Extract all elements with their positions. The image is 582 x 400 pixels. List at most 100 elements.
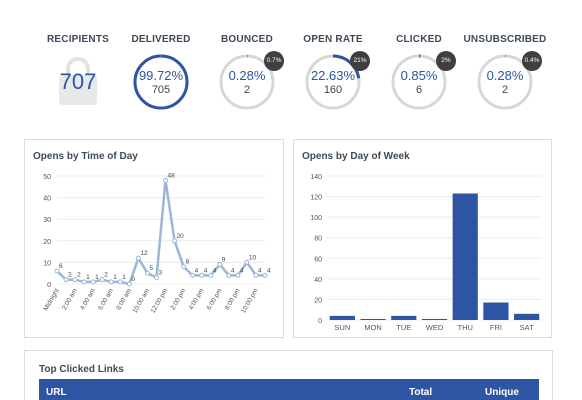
ring-fill	[477, 54, 533, 110]
x-tick-label: 6:00 pm	[206, 288, 224, 312]
x-tick-label: 2:00 am	[61, 288, 79, 312]
data-point	[99, 277, 105, 283]
data-point	[253, 272, 259, 278]
data-label: 4	[195, 267, 199, 274]
ring-count: 6	[415, 83, 423, 96]
progress-ring	[391, 54, 447, 110]
column-header-url[interactable]: URL	[46, 387, 67, 398]
data-label: 4	[213, 267, 217, 274]
data-point	[181, 264, 187, 270]
x-tick-label: 10:00 pm	[240, 288, 260, 315]
ring-count: 160	[323, 83, 343, 96]
y-tick-label: 100	[310, 215, 322, 222]
stat-delivered: DELIVERED 99.72% 705	[111, 34, 211, 111]
ring-percent: 0.85%	[400, 67, 438, 83]
x-tick-label: 6:00 am	[97, 288, 115, 312]
open-rate-ring: 22.63% 160 21%	[304, 51, 370, 111]
bounced-ring: 0.28% 2 0.7%	[218, 51, 284, 111]
x-tick-label: SUN	[334, 323, 350, 332]
data-label: 3	[158, 270, 162, 277]
lock-icon	[59, 57, 97, 105]
bar	[391, 315, 417, 320]
data-point	[72, 277, 78, 283]
data-label: 4	[267, 267, 271, 274]
unsubscribed-ring: 0.28% 2 0.4%	[476, 51, 542, 111]
ring-count: 705	[151, 83, 171, 96]
y-tick-label: 60	[314, 256, 322, 263]
x-tick-label: 10:00 am	[132, 288, 152, 315]
progress-ring	[477, 54, 533, 110]
x-tick-label: 8:00 pm	[224, 288, 242, 312]
y-tick-label: 20	[43, 239, 51, 246]
bar	[483, 302, 509, 320]
data-point	[135, 255, 141, 261]
ring-fill	[305, 54, 361, 110]
delivered-ring: 99.72% 705	[132, 53, 190, 111]
recipients-figure: 707	[49, 53, 107, 111]
data-point	[199, 272, 205, 278]
data-point	[54, 268, 60, 274]
ring-fill	[133, 54, 189, 110]
progress-ring	[133, 54, 189, 110]
data-point	[126, 281, 132, 287]
y-tick-label: 10	[43, 260, 51, 267]
stat-recipients: RECIPIENTS 707	[28, 34, 128, 111]
x-tick-label: FRI	[490, 323, 502, 332]
x-tick-label: 8:00 am	[115, 288, 133, 312]
column-header-total[interactable]: Total	[409, 387, 433, 398]
stat-label: RECIPIENTS	[46, 34, 109, 45]
data-point	[226, 272, 232, 278]
column-header-unique[interactable]: Unique	[485, 387, 519, 398]
x-tick-label: 4:00 am	[79, 288, 97, 312]
data-point	[244, 259, 250, 265]
benchmark-badge: 21%	[350, 51, 370, 71]
data-point	[163, 177, 169, 183]
progress-ring	[219, 54, 275, 110]
x-tick-label: 4:00 pm	[188, 288, 206, 312]
ring-percent: 0.28%	[228, 67, 266, 83]
data-point	[63, 277, 69, 283]
data-label: 2	[104, 272, 108, 279]
data-label: 10	[249, 254, 257, 261]
y-tick-label: 0	[47, 282, 51, 289]
clicked-ring: 0.85% 6 2%	[390, 51, 456, 111]
data-label: 4	[258, 267, 262, 274]
y-tick-label: 120	[310, 195, 322, 202]
stat-label: CLICKED	[396, 34, 442, 45]
data-point	[117, 279, 123, 285]
bar	[360, 318, 386, 320]
data-label: 1	[95, 274, 99, 281]
data-point	[235, 272, 241, 278]
data-point	[153, 275, 159, 281]
panel-title: Opens by Day of Week	[302, 151, 410, 162]
benchmark-badge: 0.7%	[264, 51, 284, 71]
data-point	[81, 279, 87, 285]
y-tick-label: 20	[314, 297, 322, 304]
y-tick-label: 30	[43, 217, 51, 224]
data-point	[108, 279, 114, 285]
data-label: 9	[222, 257, 226, 264]
x-tick-label: TUE	[396, 323, 411, 332]
data-label: 4	[240, 267, 244, 274]
ring-percent: 0.28%	[486, 67, 524, 83]
benchmark-badge: 2%	[436, 51, 456, 71]
ring-count: 2	[243, 83, 251, 96]
data-point	[90, 279, 96, 285]
stat-label: OPEN RATE	[303, 34, 363, 45]
stat-open-rate: OPEN RATE 22.63% 160 21%	[283, 34, 383, 111]
y-tick-label: 80	[314, 236, 322, 243]
x-tick-label: MON	[364, 323, 382, 332]
data-label: 4	[231, 267, 235, 274]
x-tick-label: SAT	[520, 323, 534, 332]
data-label: 1	[122, 274, 126, 281]
data-point	[262, 272, 268, 278]
x-tick-label: Midnight	[42, 287, 60, 312]
data-point	[172, 238, 178, 244]
x-tick-label: WED	[426, 323, 444, 332]
stat-label: UNSUBSCRIBED	[463, 34, 547, 45]
opens-by-day-panel: Opens by Day of Week 0 20 40 60 80 100 120 140 S…	[293, 139, 552, 338]
data-point	[208, 272, 214, 278]
data-label: 4	[204, 267, 208, 274]
ring-count: 2	[501, 83, 509, 96]
progress-ring	[305, 54, 361, 110]
